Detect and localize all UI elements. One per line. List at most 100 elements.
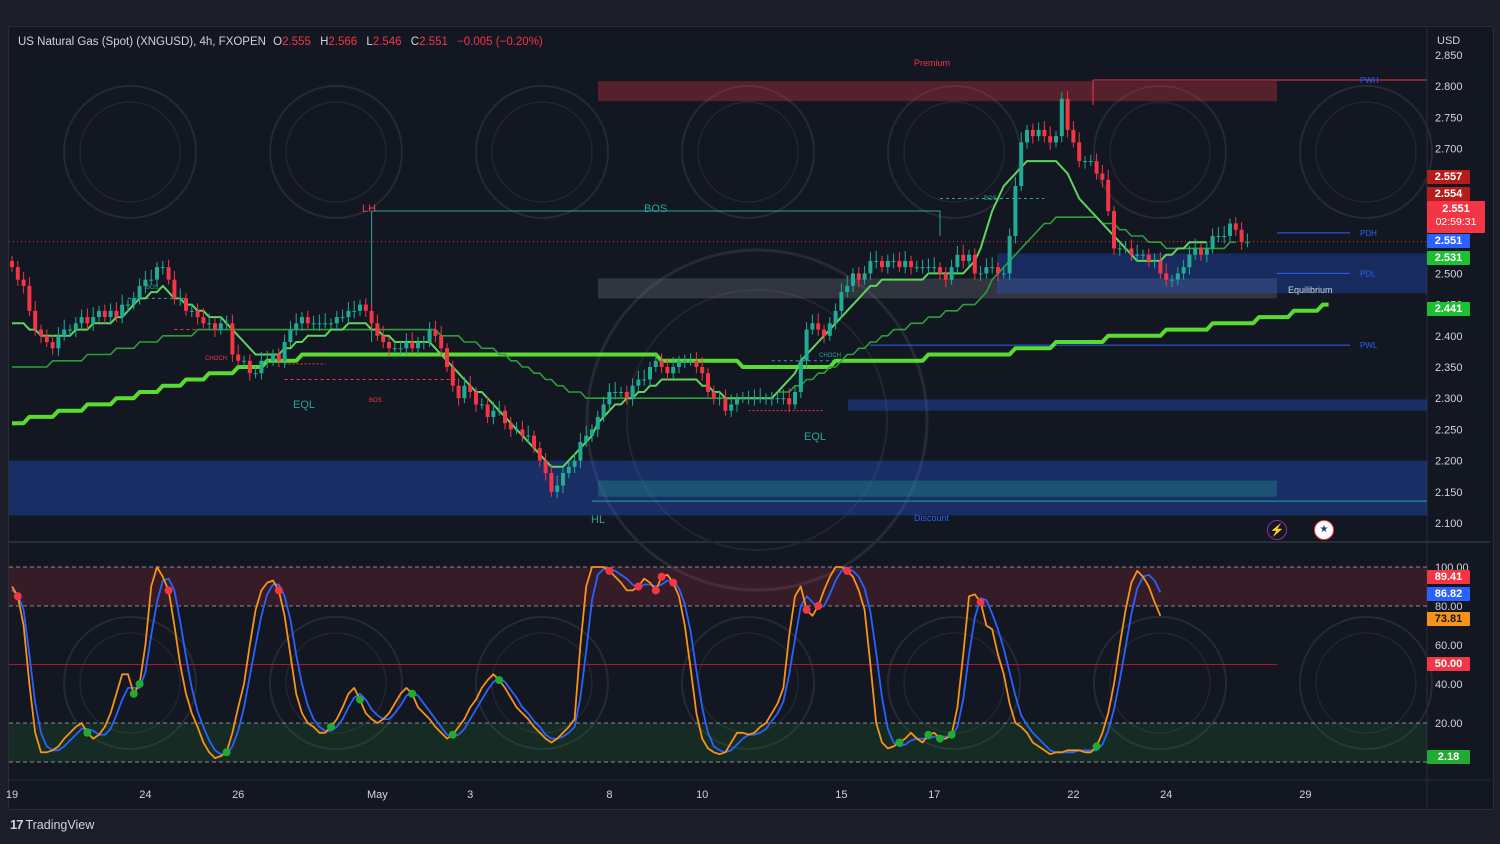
candle-body bbox=[1170, 279, 1174, 281]
ema-50-line bbox=[12, 216, 1236, 400]
candle-body bbox=[120, 304, 125, 318]
time-tick-label: 22 bbox=[1067, 789, 1079, 801]
candle-body bbox=[201, 317, 206, 324]
candle-body bbox=[398, 348, 403, 350]
candle-body bbox=[555, 485, 560, 492]
candle-body bbox=[532, 435, 536, 449]
candle-body bbox=[584, 435, 589, 442]
candle-body bbox=[1094, 161, 1099, 174]
candle-body bbox=[456, 385, 461, 399]
candle-body bbox=[311, 323, 316, 325]
bar-countdown: 02:59:31 bbox=[1435, 216, 1477, 228]
osc-badge-d: 86.82 bbox=[1427, 587, 1470, 601]
price-tick-label: 2.150 bbox=[1435, 487, 1463, 499]
cross-dot-bearish bbox=[634, 582, 643, 591]
candle-body bbox=[955, 254, 960, 268]
price-tick-label: 2.700 bbox=[1435, 144, 1463, 156]
price-badge-blue: 2.551 bbox=[1427, 234, 1470, 248]
candle-body bbox=[566, 466, 571, 474]
cross-dot-bearish bbox=[976, 598, 985, 607]
annotation-bos: BOS bbox=[369, 398, 382, 404]
watermark-seal-inner bbox=[285, 101, 387, 203]
watermark-seal-inner bbox=[1109, 101, 1211, 203]
candle-body bbox=[358, 304, 362, 311]
price-tick-label: 2.100 bbox=[1435, 518, 1463, 530]
candle-body bbox=[630, 385, 635, 399]
time-tick-label: 29 bbox=[1299, 789, 1311, 801]
level-label-pwl: PWL bbox=[1360, 341, 1378, 350]
candle-body bbox=[816, 323, 821, 330]
watermark-seal bbox=[681, 616, 815, 750]
symbol-text: US Natural Gas (Spot) (XNGUSD), 4h, FXOP… bbox=[18, 36, 266, 48]
candle-body bbox=[445, 348, 449, 367]
candle-body bbox=[537, 448, 542, 461]
candle-body bbox=[404, 342, 409, 349]
candle-body bbox=[764, 398, 768, 400]
watermark-seal-inner bbox=[903, 632, 1005, 734]
candle-body bbox=[972, 254, 977, 274]
candle-body bbox=[271, 354, 275, 361]
price-tick-label: 2.850 bbox=[1435, 50, 1463, 62]
watermark-seal-inner bbox=[79, 632, 181, 734]
candle-body bbox=[189, 310, 194, 312]
annotation-eql: EQL bbox=[293, 399, 315, 411]
annotation-lh: LH bbox=[362, 203, 376, 215]
candle-body bbox=[868, 260, 873, 274]
candle-body bbox=[439, 335, 444, 349]
candle-body bbox=[949, 267, 954, 280]
tradingview-brand[interactable]: 17 TradingView bbox=[10, 817, 94, 832]
price-badge-ema-fast: 2.531 bbox=[1427, 251, 1470, 265]
us-flag-icon[interactable]: ★ bbox=[1314, 520, 1334, 540]
candle-body bbox=[387, 342, 391, 349]
stoch-d-line bbox=[11, 568, 1162, 756]
cross-dot-bullish bbox=[327, 722, 335, 731]
candle-body bbox=[236, 354, 241, 361]
candle-body bbox=[688, 360, 693, 362]
candle-body bbox=[572, 460, 577, 467]
cross-dot-bearish bbox=[669, 578, 678, 587]
candle-body bbox=[416, 342, 420, 349]
candle-body bbox=[839, 292, 844, 311]
candle-body bbox=[468, 385, 473, 392]
candle-body bbox=[740, 398, 745, 400]
candle-body bbox=[44, 335, 49, 343]
annotation-discount: Discount bbox=[914, 513, 950, 523]
candle-body bbox=[224, 323, 229, 325]
change-value: −0.005 (−0.20%) bbox=[457, 36, 543, 48]
candle-body bbox=[62, 329, 67, 336]
osc-badge-k: 89.41 bbox=[1427, 570, 1470, 584]
candle-body bbox=[334, 317, 339, 324]
watermark-seal-inner bbox=[903, 101, 1005, 203]
candle-body bbox=[549, 473, 554, 492]
candle-body bbox=[427, 329, 432, 343]
brand-name: TradingView bbox=[25, 817, 95, 832]
candle-body bbox=[880, 260, 884, 268]
time-tick-label: 24 bbox=[139, 789, 151, 801]
candle-body bbox=[1187, 254, 1192, 268]
cross-dot-bullish bbox=[135, 680, 144, 688]
last-price: 2.551 bbox=[1442, 203, 1470, 215]
ema-21-line bbox=[12, 160, 1207, 468]
zone-block-3 bbox=[848, 399, 1427, 411]
watermark-seal bbox=[1299, 616, 1433, 750]
price-tick-label: 2.500 bbox=[1435, 268, 1463, 280]
candle-body bbox=[874, 260, 879, 262]
candle-body bbox=[833, 310, 838, 324]
candle-body bbox=[68, 329, 72, 331]
price-tick-label: 2.200 bbox=[1435, 456, 1463, 468]
annotation-eql: EQL bbox=[804, 431, 826, 443]
cross-dot-bearish bbox=[843, 566, 852, 575]
watermark-big-seal bbox=[585, 248, 929, 592]
cross-dot-bullish bbox=[448, 730, 457, 739]
time-tick-label: May bbox=[367, 789, 388, 801]
level-label-pwh: PWH bbox=[1360, 76, 1379, 85]
candle-body bbox=[746, 398, 751, 400]
candle-body bbox=[543, 460, 548, 474]
watermark-seal bbox=[887, 616, 1021, 750]
candle-body bbox=[1007, 235, 1012, 274]
candle-body bbox=[1222, 235, 1227, 237]
candle-body bbox=[137, 285, 142, 299]
open-label: O bbox=[273, 36, 283, 48]
lightning-icon[interactable]: ⚡ bbox=[1267, 520, 1287, 540]
